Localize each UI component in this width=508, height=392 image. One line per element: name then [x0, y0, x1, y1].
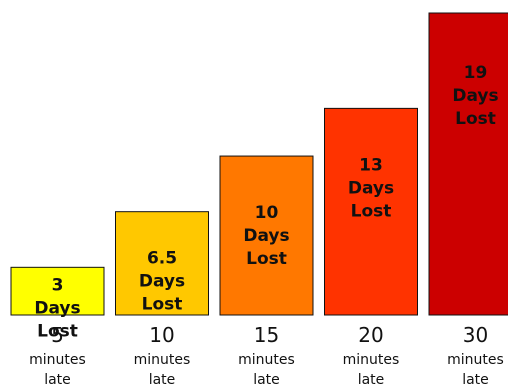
category-sublabel-10-1: minutes: [134, 352, 191, 368]
bar-label-15-line-2: Days: [243, 226, 289, 246]
category-sublabel-20-1: minutes: [343, 352, 400, 368]
bar-label-5-line-2: Days: [34, 298, 80, 318]
category-sublabel-5-2: late: [44, 372, 71, 388]
category-sublabel-15-1: minutes: [238, 352, 295, 368]
bar-label-5-line-3: Lost: [37, 321, 78, 341]
category-label-5: 5: [51, 323, 64, 347]
category-sublabel-5-1: minutes: [29, 352, 86, 368]
category-sublabel-10-2: late: [149, 372, 176, 388]
bar-label-20-line-3: Lost: [351, 201, 392, 221]
bar-label-30-line-3: Lost: [455, 109, 496, 129]
bar-label-20-line-2: Days: [348, 178, 394, 198]
bar-label-10-line-1: 6.5: [147, 249, 177, 269]
bar-5-minutes: [10, 266, 105, 316]
bar-30-minutes: [428, 12, 508, 316]
category-sublabel-30-2: late: [462, 372, 489, 388]
category-label-10: 10: [149, 323, 174, 347]
category-sublabel-20-2: late: [358, 372, 385, 388]
bar-label-30-line-1: 19: [464, 63, 488, 83]
bar-15-minutes: [219, 155, 314, 316]
bar-label-15-line-1: 10: [255, 203, 279, 223]
bars-group: [10, 12, 508, 316]
category-sublabel-15-2: late: [253, 372, 280, 388]
bar-labels-group: 3 Days Lost 6.5 Days Lost 10 Days Lost 13 Days Lost…: [34, 63, 498, 341]
category-labels-group: 5 minutes late 10 minutes late 15 minutes late 20…: [29, 323, 504, 388]
category-sublabel-30-1: minutes: [447, 352, 504, 368]
bar-label-5-line-1: 3: [52, 275, 64, 295]
bar-label-30-line-2: Days: [452, 86, 498, 106]
bar-label-15-line-3: Lost: [246, 249, 287, 269]
bar-label-10-line-3: Lost: [142, 295, 183, 315]
category-label-30: 30: [463, 323, 488, 347]
category-label-20: 20: [358, 323, 383, 347]
bar-10-minutes: [115, 211, 209, 316]
category-label-15: 15: [254, 323, 279, 347]
bar-label-20-line-1: 13: [359, 155, 383, 175]
bar-label-10-line-2: Days: [139, 272, 185, 292]
bar-20-minutes: [324, 107, 418, 316]
